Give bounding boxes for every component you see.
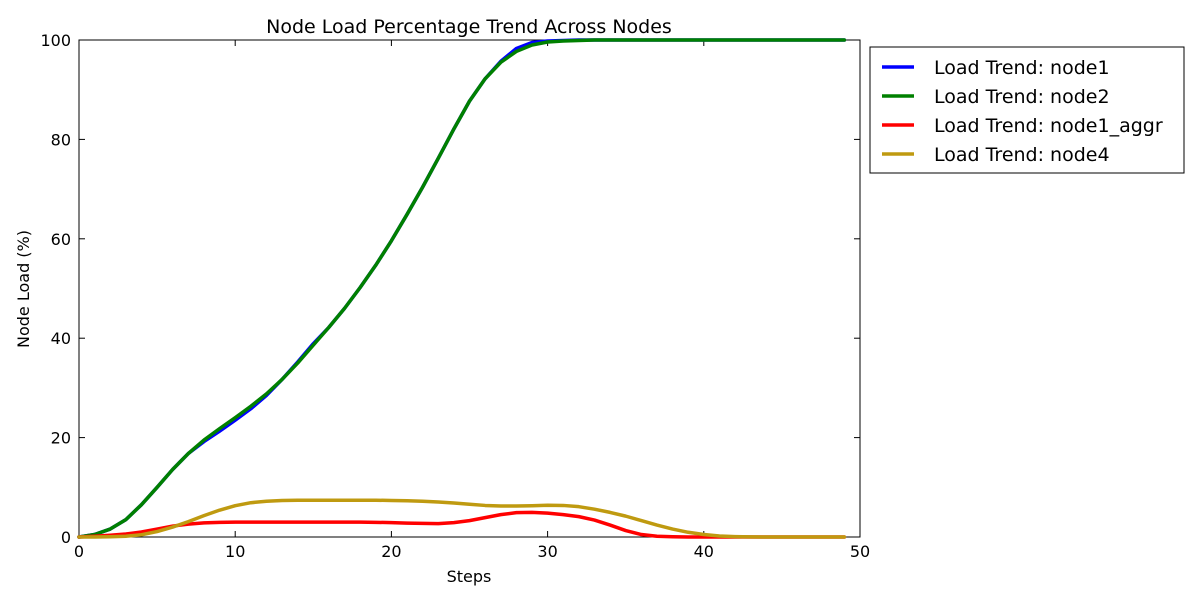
series-lines [77,38,847,539]
chart-title: Node Load Percentage Trend Across Nodes [266,16,672,38]
y-tick-label: 60 [51,230,71,249]
x-tick-label: 10 [225,542,245,561]
axis-ticks: 0 10 20 30 40 50 0 20 40 60 80 100 [40,31,870,561]
y-tick-label: 100 [40,31,71,50]
y-tick-label: 20 [51,429,71,448]
series-line [77,498,847,539]
x-tick-label: 40 [694,542,714,561]
legend-label: Load Trend: node1 [934,57,1110,79]
legend-label: Load Trend: node2 [934,86,1110,108]
plot-area [78,39,861,538]
legend-label: Load Trend: node1_aggr [934,115,1163,137]
x-tick-label: 20 [381,542,401,561]
series-line [77,38,847,539]
y-tick-label: 0 [61,528,71,547]
x-tick-label: 0 [74,542,84,561]
x-tick-label: 50 [850,542,870,561]
x-axis-label: Steps [447,567,492,586]
legend: Load Trend: node1 Load Trend: node2 Load T… [869,46,1185,174]
legend-label: Load Trend: node4 [934,144,1110,166]
legend-box [869,46,1185,174]
y-axis-label: Node Load (%) [14,230,33,348]
x-tick-label: 30 [537,542,557,561]
y-tick-label: 40 [51,329,71,348]
y-tick-label: 80 [51,130,71,149]
